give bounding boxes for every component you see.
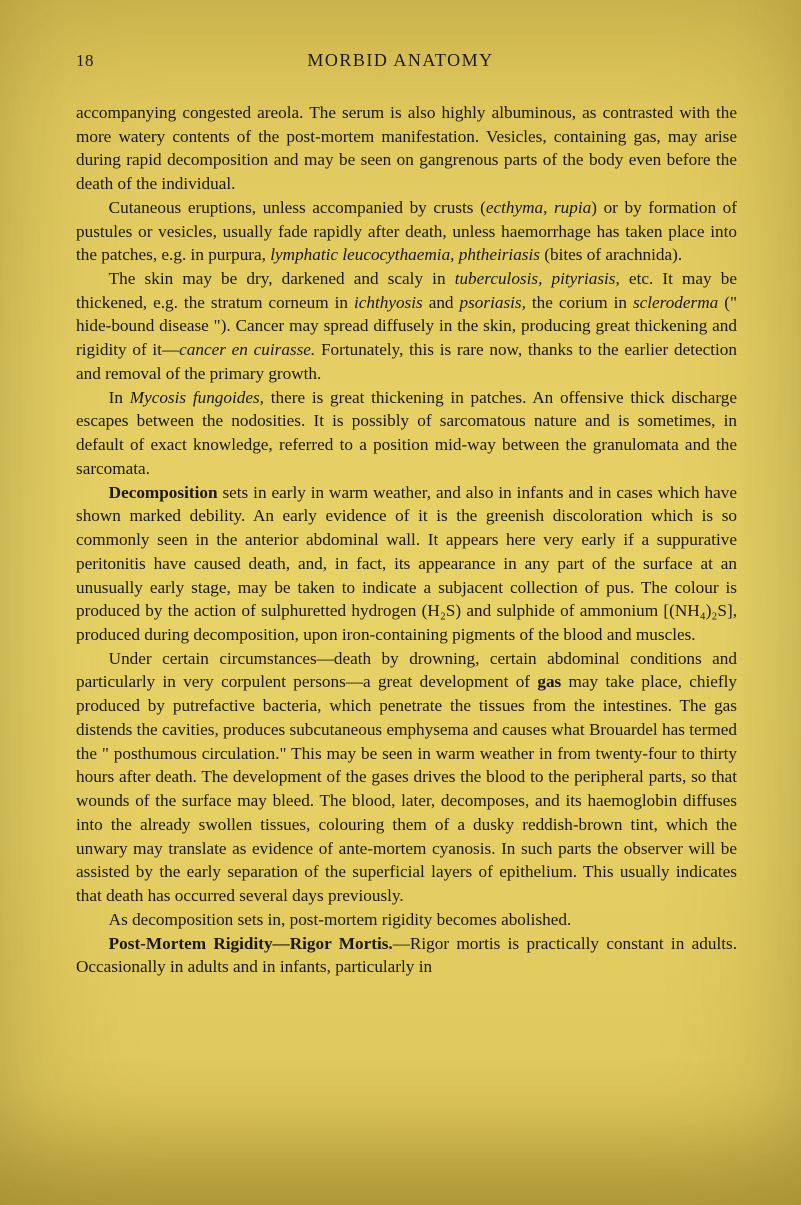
text-italic: scleroderma [633, 293, 718, 312]
text-italic: tuberculosis, pityriasis, [455, 269, 620, 288]
page-content: 18 MORBID ANATOMY accompanying congested… [0, 0, 801, 1027]
text-italic: ecthyma, rupia [486, 198, 591, 217]
text-italic: lymphatic leucocythaemia, phtheiriasis [270, 245, 540, 264]
text: the corium in [526, 293, 633, 312]
paragraph-8: Post-Mortem Rigidity—Rigor Mortis.—Rigor… [76, 932, 737, 979]
text: The skin may be dry, darkened and scaly … [109, 269, 455, 288]
paragraph-6: Under certain circumstances—death by dro… [76, 647, 737, 908]
section-heading-rigor-mortis: Post-Mortem Rigidity—Rigor Mortis. [109, 934, 393, 953]
paragraph-1: accompanying congested areola. The serum… [76, 101, 737, 196]
text: accompanying congested areola. The serum… [76, 103, 737, 193]
text-bold: gas [537, 672, 561, 691]
text: (bites of arachnida). [540, 245, 682, 264]
text: As decomposition sets in, post-mortem ri… [109, 910, 572, 929]
text: In [109, 388, 130, 407]
text: Cutaneous eruptions, unless accompanied … [109, 198, 486, 217]
page-header: 18 MORBID ANATOMY [76, 48, 737, 73]
running-title: MORBID ANATOMY [64, 48, 737, 73]
text: sets in early in warm weather, and also … [76, 483, 737, 644]
text: may take place, chiefly produced by putr… [76, 672, 737, 905]
paragraph-7: As decomposition sets in, post-mortem ri… [76, 908, 737, 932]
text: and [423, 293, 460, 312]
paragraph-2: Cutaneous eruptions, unless accompanied … [76, 196, 737, 267]
text-italic: ichthyosis [354, 293, 423, 312]
section-heading-decomposition: Decomposition [109, 483, 218, 502]
text-italic: psoriasis, [460, 293, 526, 312]
text-italic: Mycosis fungoides, [130, 388, 264, 407]
paragraph-4: In Mycosis fungoides, there is great thi… [76, 386, 737, 481]
paragraph-5: Decomposition sets in early in warm weat… [76, 481, 737, 647]
text-italic: cancer en cuirasse. [179, 340, 315, 359]
paragraph-3: The skin may be dry, darkened and scaly … [76, 267, 737, 386]
